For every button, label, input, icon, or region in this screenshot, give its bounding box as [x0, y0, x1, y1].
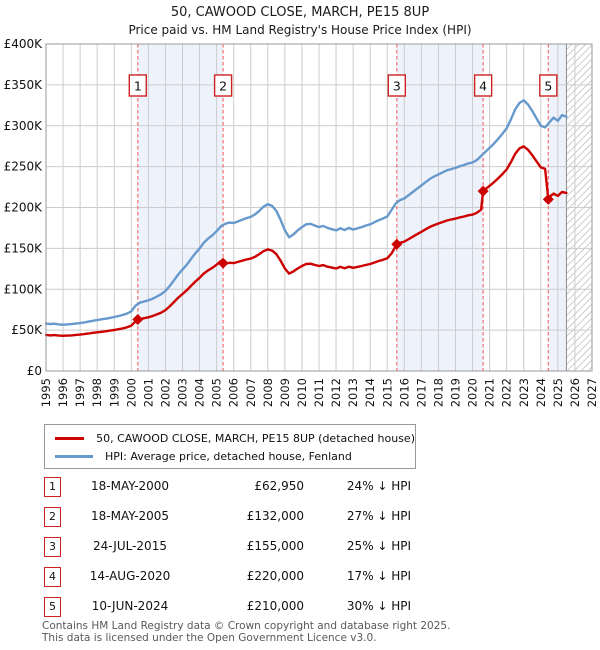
sale-date: 24-JUL-2015 — [93, 539, 167, 553]
sale-marker-diamond — [477, 185, 489, 197]
sale-number-label: 3 — [393, 79, 401, 94]
table-row: 4 14-AUG-2020 £220,000 17% ↓ HPI — [44, 561, 564, 591]
table-row: 1 18-MAY-2000 £62,950 24% ↓ HPI — [44, 471, 564, 501]
sale-number-badge: 3 — [44, 537, 61, 557]
y-axis-tick-label: £250K — [4, 160, 44, 174]
sale-vs-hpi: 30% ↓ HPI — [346, 599, 412, 613]
sale-marker-diamond — [391, 238, 403, 250]
sale-marker-diamond — [217, 257, 229, 269]
y-axis-tick-label: £150K — [4, 241, 44, 255]
hpi-series-line — [44, 99, 568, 326]
legend-item-hpi: HPI: Average price, detached house, Fenl… — [45, 447, 415, 465]
y-axis-tick-label: £400K — [4, 37, 44, 51]
legend-item-label: HPI: Average price, detached house, Fenl… — [105, 449, 352, 463]
hpi-line-swatch — [55, 454, 93, 458]
chart-subtitle: Price paid vs. HM Land Registry's House … — [128, 23, 472, 37]
x-axis-tick-label: 2020 — [466, 378, 480, 407]
x-axis-tick-label: 2015 — [380, 378, 394, 407]
x-axis-tick-label: 2018 — [431, 378, 445, 407]
sale-number-box — [213, 74, 233, 97]
price-history-chart: 1 2 3 4 5 £0 £50K £100K £150K £200K £250K £300K £350… — [4, 37, 599, 407]
transactions-table: 1 18-MAY-2000 £62,950 24% ↓ HPI 2 18-MAY-2005… — [44, 471, 564, 621]
x-axis-tick-label: 2001 — [141, 378, 155, 407]
property-line-swatch — [55, 436, 85, 440]
x-axis-tick-label: 2027 — [585, 378, 599, 407]
legend-item-property: 50, CAWOOD CLOSE, MARCH, PE15 8UP (detac… — [45, 429, 415, 447]
legend-item-label: 50, CAWOOD CLOSE, MARCH, PE15 8UP (detac… — [96, 431, 415, 445]
x-axis-tick-label: 2016 — [397, 378, 411, 407]
x-axis-tick-label: 1995 — [39, 378, 53, 407]
x-axis-tick-label: 2025 — [551, 378, 565, 407]
x-axis-tick-label: 2005 — [210, 378, 224, 407]
x-axis-tick-label: 2026 — [568, 378, 582, 407]
sale-vs-hpi: 24% ↓ HPI — [346, 479, 412, 493]
sale-price: £210,000 — [246, 599, 304, 613]
chart-legend: 50, CAWOOD CLOSE, MARCH, PE15 8UP (detac… — [44, 424, 416, 469]
sale-vs-hpi: 25% ↓ HPI — [346, 539, 412, 553]
sale-price: £220,000 — [246, 569, 304, 583]
sale-price: £132,000 — [246, 509, 304, 523]
sale-number-badge: 1 — [44, 477, 61, 497]
sale-number-label: 1 — [134, 79, 142, 94]
footer-line-1: Contains HM Land Registry data © Crown c… — [42, 620, 451, 632]
x-axis-tick-label: 2011 — [312, 378, 326, 407]
sale-price: £62,950 — [254, 479, 304, 493]
chart-title: 50, CAWOOD CLOSE, MARCH, PE15 8UP — [170, 5, 430, 20]
sale-vs-hpi: 27% ↓ HPI — [346, 509, 412, 523]
sale-number-box — [128, 74, 147, 97]
sale-number-box — [539, 74, 558, 97]
sale-number-box — [473, 74, 493, 97]
x-axis-tick-label: 2002 — [158, 378, 172, 407]
sale-date: 10-JUN-2024 — [91, 599, 169, 613]
x-axis-tick-label: 2008 — [261, 378, 275, 407]
price-paid-series-line — [44, 145, 568, 337]
sale-number-label: 4 — [479, 79, 487, 94]
sale-number-label: 2 — [219, 79, 227, 94]
x-axis-tick-label: 2000 — [124, 378, 138, 407]
x-axis-tick-label: 1996 — [56, 378, 70, 407]
x-axis-tick-label: 1998 — [90, 378, 104, 407]
sale-marker-diamond — [132, 314, 144, 326]
y-axis-tick-label: £50K — [11, 323, 43, 337]
x-axis-tick-label: 2006 — [227, 378, 241, 407]
x-axis-tick-label: 2019 — [449, 378, 463, 407]
x-axis-tick-label: 2017 — [414, 378, 428, 407]
x-axis-tick-label: 2012 — [329, 378, 343, 407]
x-axis-tick-label: 2013 — [346, 378, 360, 407]
sale-number-badge: 4 — [44, 567, 61, 587]
x-axis-tick-label: 1999 — [107, 378, 121, 407]
table-row: 3 24-JUL-2015 £155,000 25% ↓ HPI — [44, 531, 564, 561]
footer-line-2: This data is licensed under the Open Gov… — [42, 631, 377, 644]
sale-number-label: 5 — [544, 79, 552, 94]
y-axis-tick-label: £350K — [4, 78, 44, 92]
sale-number-badge: 5 — [44, 597, 61, 617]
y-axis-tick-label: £200K — [4, 201, 44, 215]
sale-date: 14-AUG-2020 — [89, 569, 171, 583]
sale-vs-hpi: 17% ↓ HPI — [346, 569, 412, 583]
x-axis-tick-label: 2022 — [500, 378, 514, 407]
x-axis-tick-label: 2004 — [193, 378, 207, 407]
sale-marker-diamond — [542, 193, 554, 205]
x-axis-tick-label: 1997 — [73, 378, 87, 407]
x-axis-tick-label: 2009 — [278, 378, 292, 407]
x-axis-tick-label: 2021 — [483, 378, 497, 407]
sale-number-badge: 2 — [44, 507, 61, 527]
x-axis-tick-label: 2003 — [176, 378, 190, 407]
sale-number-box — [387, 74, 407, 97]
y-axis-tick-label: £100K — [4, 282, 44, 296]
sale-date: 18-MAY-2005 — [90, 509, 169, 523]
x-axis-tick-label: 2023 — [517, 378, 531, 407]
sale-date: 18-MAY-2000 — [90, 479, 169, 493]
x-axis-tick-label: 2024 — [534, 378, 548, 407]
x-axis-tick-label: 2014 — [363, 378, 377, 407]
x-axis-tick-label: 2010 — [295, 378, 309, 407]
table-row: 5 10-JUN-2024 £210,000 30% ↓ HPI — [44, 591, 564, 621]
copyright-footer: Contains HM Land Registry data © Crown c… — [42, 620, 582, 644]
sale-price: £155,000 — [246, 539, 304, 553]
y-axis-tick-label: £300K — [4, 119, 44, 133]
x-axis-tick-label: 2007 — [244, 378, 258, 407]
table-row: 2 18-MAY-2005 £132,000 27% ↓ HPI — [44, 501, 564, 531]
y-axis-tick-label: £0 — [27, 364, 42, 378]
